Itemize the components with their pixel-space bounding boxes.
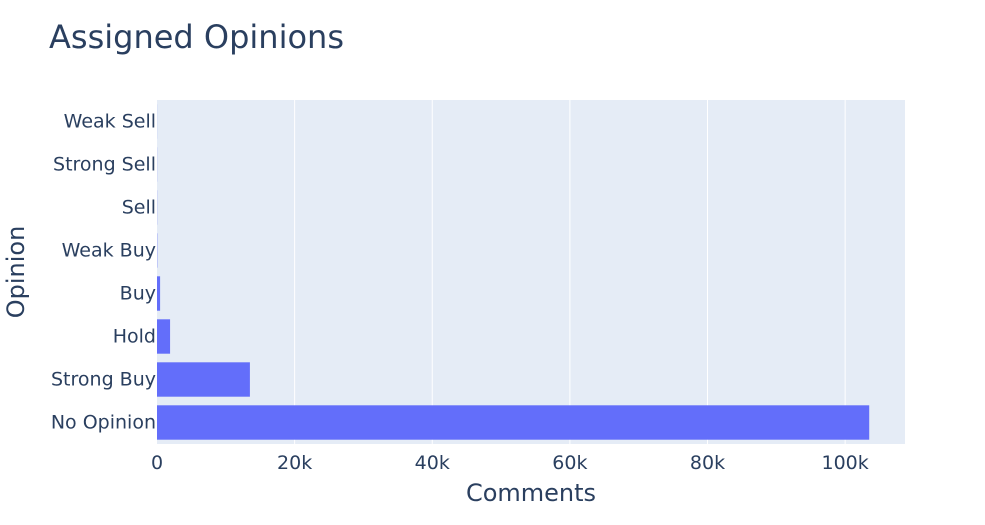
chart-title: Assigned Opinions — [49, 18, 344, 56]
x-tick-label: 0 — [151, 452, 163, 474]
y-tick-label: Strong Sell — [53, 154, 156, 176]
y-tick-label: Buy — [120, 283, 156, 305]
y-axis-title: Opinion — [2, 226, 30, 319]
y-tick-labels: No Opinion Strong Buy Hold Buy Weak Buy Sell S… — [51, 111, 156, 434]
x-tick-labels: 0 20k 40k 60k 80k 100k — [151, 452, 869, 474]
bar — [157, 362, 250, 397]
gridlines — [294, 100, 846, 444]
x-tick-label: 20k — [277, 452, 312, 474]
y-tick-label: Weak Sell — [64, 111, 156, 133]
x-tick-label: 100k — [821, 452, 868, 474]
x-tick-label: 80k — [690, 452, 725, 474]
y-tick-label: Hold — [113, 326, 156, 348]
plot-area — [157, 100, 905, 444]
y-tick-label: Weak Buy — [62, 240, 156, 262]
bar — [157, 276, 161, 311]
x-axis-title: Comments — [466, 479, 596, 507]
bar — [157, 405, 870, 440]
y-tick-label: No Opinion — [51, 412, 156, 434]
x-tick-label: 60k — [552, 452, 587, 474]
bars — [157, 104, 870, 440]
x-tick-label: 40k — [415, 452, 450, 474]
y-tick-label: Strong Buy — [51, 369, 156, 391]
bar — [157, 319, 171, 354]
y-tick-label: Sell — [122, 197, 156, 219]
